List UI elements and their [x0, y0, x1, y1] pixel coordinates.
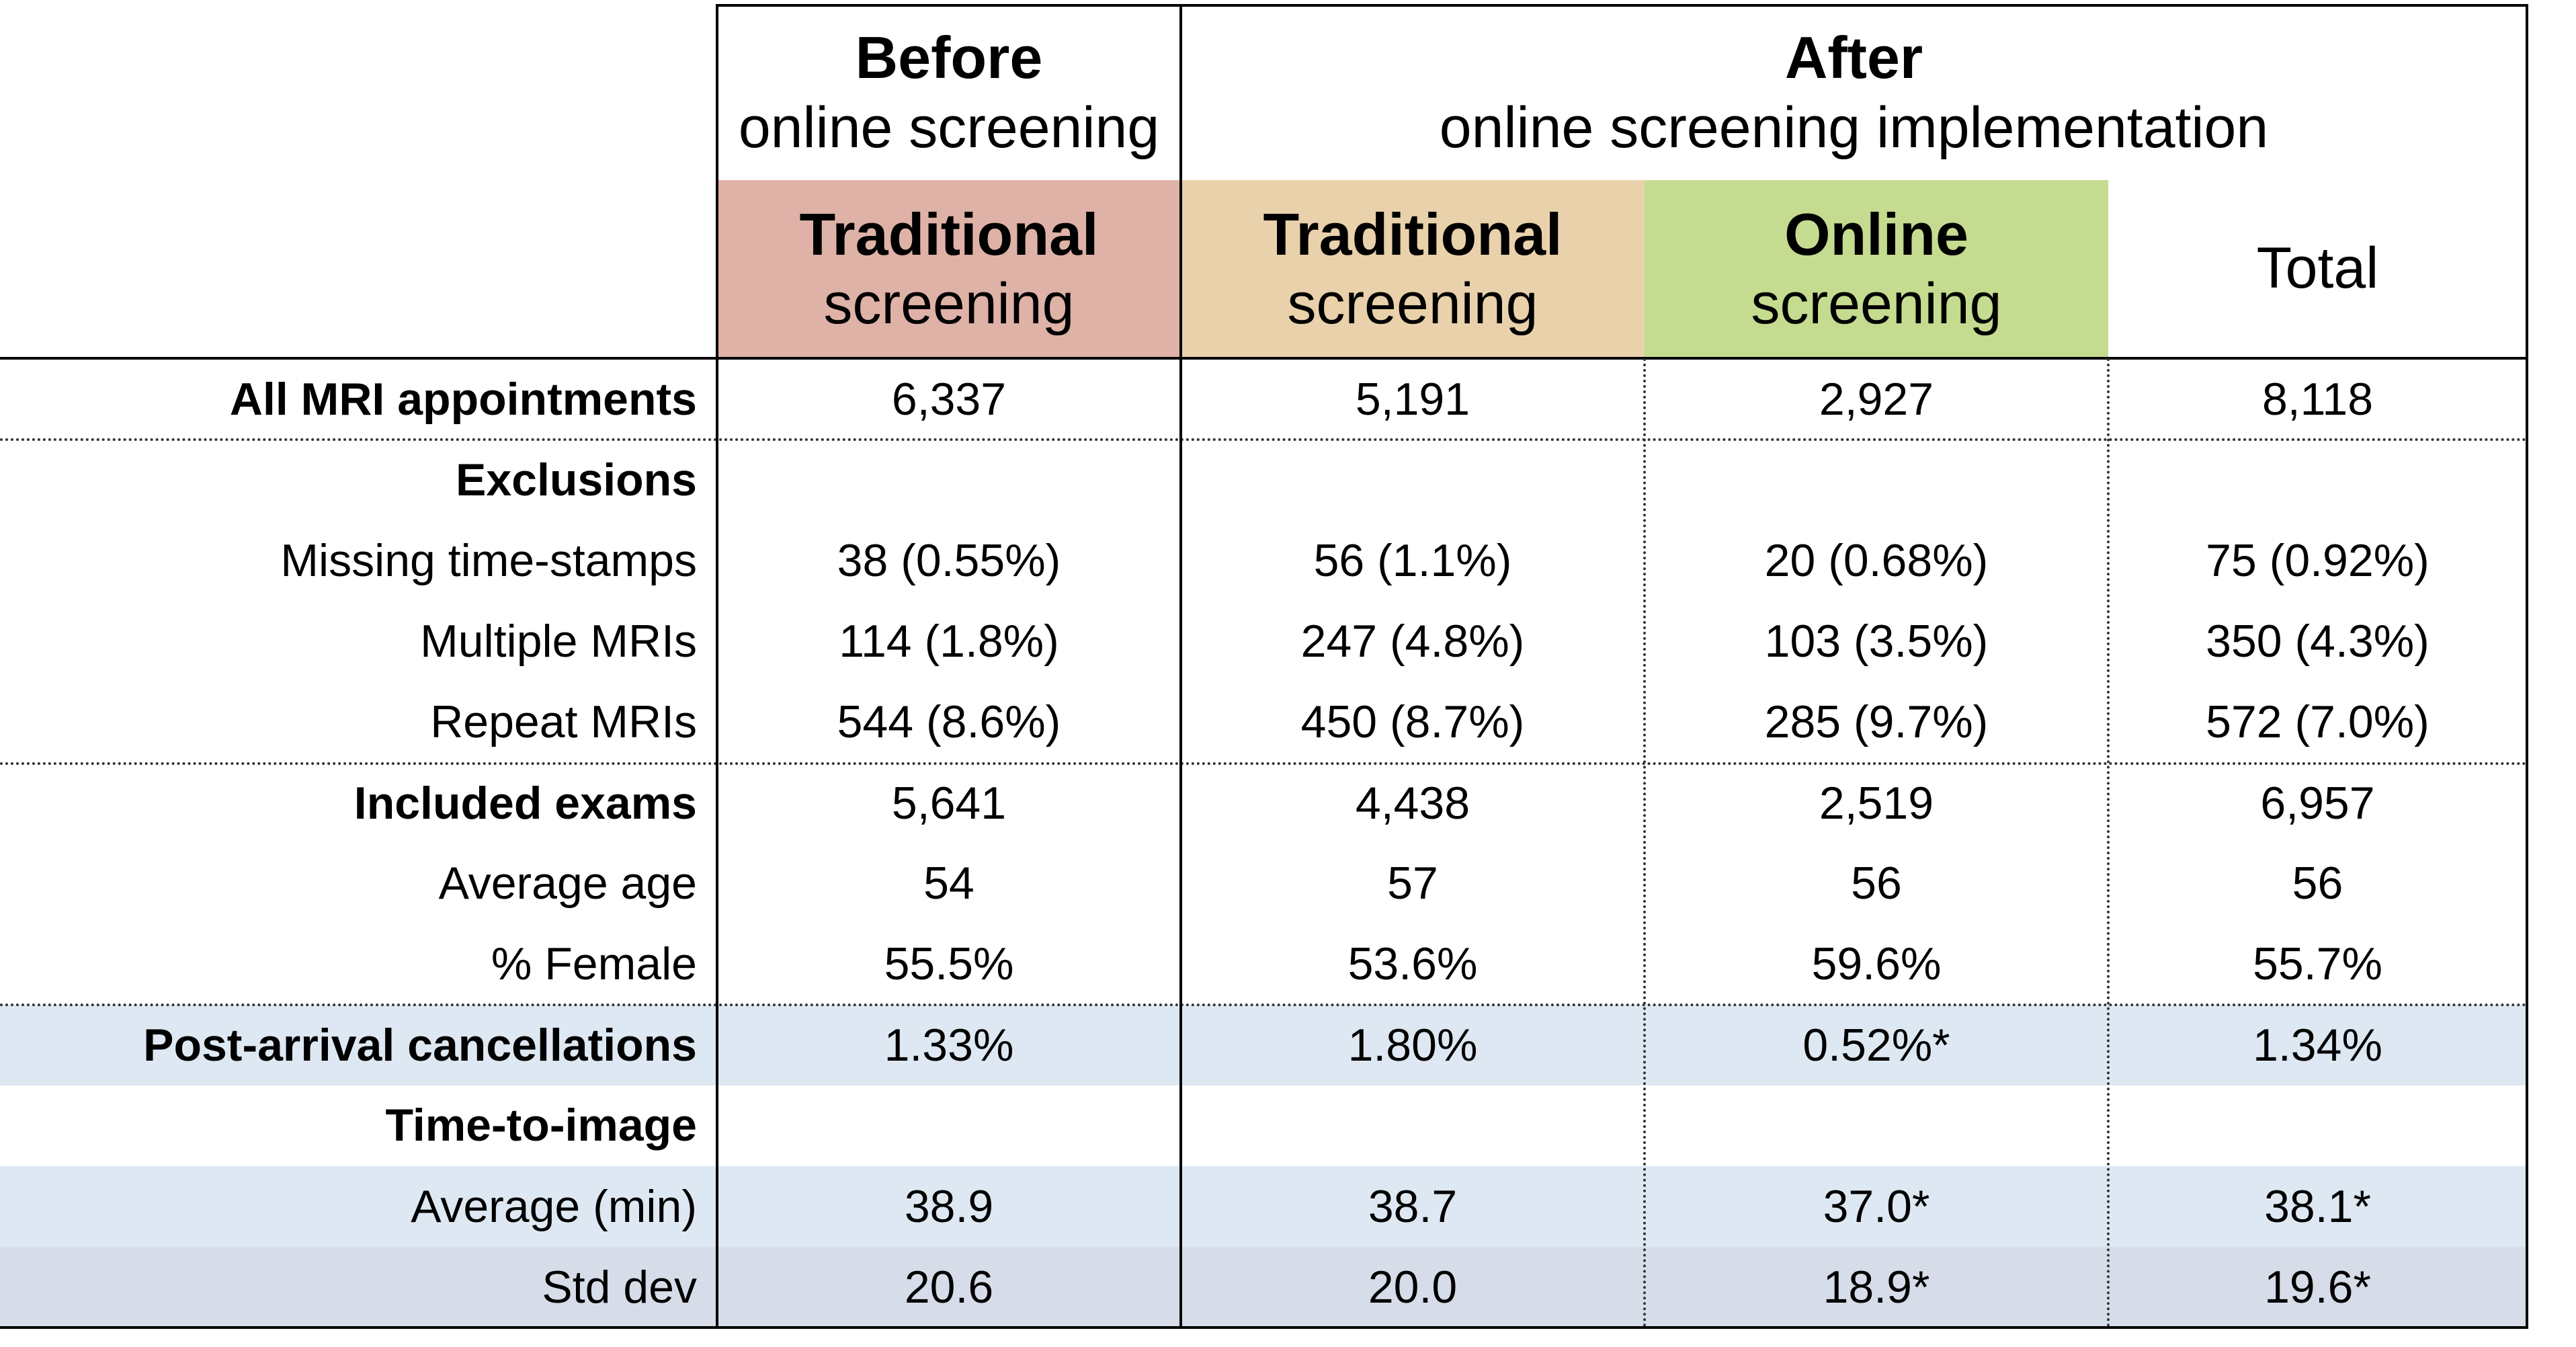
table-cell: 38.1* [2264, 1181, 2371, 1232]
divider-after-exclusions [0, 762, 2528, 765]
header-after: After online screening implementation [1181, 7, 2527, 178]
table-cell: 37.0* [1823, 1181, 1930, 1232]
row-label: Post-arrival cancellations [143, 1020, 697, 1071]
table-cell: 114 (1.8%) [839, 616, 1059, 667]
table-cell: 54 [923, 858, 974, 909]
row-label: Multiple MRIs [420, 616, 697, 667]
online-column-left-divider [1643, 358, 1646, 1328]
row-label: Missing time-stamps [280, 535, 697, 586]
table-cell [717, 440, 1181, 520]
table-cell: 1.80% [1347, 1020, 1478, 1071]
table-cell: 450 (8.7%) [1300, 696, 1525, 747]
row-label: Average age [438, 858, 697, 909]
row-label: % Female [491, 938, 697, 989]
row-label: Time-to-image [385, 1100, 697, 1151]
group-header-traditional-after: Traditional screening [1181, 180, 1645, 358]
table-cell: 8,118 [2261, 374, 2374, 425]
before-after-border [1179, 4, 1182, 1329]
table-cell: 56 (1.1%) [1313, 535, 1512, 586]
divider-after-included [0, 1004, 2528, 1006]
header-after-subtitle: online screening implementation [1439, 95, 2269, 160]
table-cell: 285 (9.7%) [1764, 696, 1989, 747]
table-cell [1645, 440, 2108, 520]
table-cell: 38.7 [1368, 1181, 1458, 1232]
table-bottom-border [0, 1326, 2528, 1329]
header-before-title: Before [855, 24, 1043, 91]
table-cell: 4,438 [1355, 778, 1470, 829]
table-cell: 53.6% [1347, 938, 1478, 989]
table-cell: 57 [1387, 858, 1438, 909]
table-cell [2108, 1086, 2527, 1165]
table-cell: 6,337 [891, 374, 1007, 425]
table-cell: 103 (3.5%) [1764, 616, 1989, 667]
top-border [716, 4, 2528, 7]
header-before-subtitle: online screening [738, 95, 1160, 160]
row-highlight-average [0, 1166, 2527, 1247]
table-cell: 20 (0.68%) [1764, 535, 1989, 586]
table-cell: 247 (4.8%) [1300, 616, 1525, 667]
row-label: Average (min) [411, 1181, 697, 1232]
row-highlight-cancellations [0, 1005, 2527, 1086]
table-cell: 55.5% [884, 938, 1014, 989]
table-cell: 19.6* [2264, 1262, 2371, 1313]
group-header-online: Online screening [1645, 180, 2108, 358]
table-cell: 0.52%* [1802, 1020, 1950, 1071]
table-cell: 544 (8.6%) [837, 696, 1061, 747]
right-table-border [2526, 4, 2528, 1329]
table-cell: 20.0 [1368, 1262, 1458, 1313]
table-cell: 5,641 [891, 778, 1007, 829]
table-cell: 572 (7.0%) [2206, 696, 2429, 747]
table-cell: 5,191 [1355, 374, 1470, 425]
header-before: Before online screening [717, 7, 1181, 178]
table-cell [1645, 1086, 2108, 1165]
row-label: Std dev [542, 1262, 697, 1313]
table-cell: 38.9 [904, 1181, 994, 1232]
table-cell [717, 1086, 1181, 1165]
table-cell: 1.33% [884, 1020, 1014, 1071]
table-cell: 350 (4.3%) [2206, 616, 2429, 667]
table-cell [2108, 440, 2527, 520]
row-highlight-stddev [0, 1247, 2527, 1328]
table-cell [1181, 1086, 1645, 1165]
row-label: Repeat MRIs [430, 696, 697, 747]
group-header-total: Total [2256, 236, 2379, 301]
table-cell: 2,519 [1819, 778, 1934, 829]
group-header-traditional-before: Traditional screening [717, 180, 1181, 358]
divider-after-appointments [0, 438, 2528, 441]
table-cell: 6,957 [2260, 778, 2375, 829]
table-cell: 2,927 [1819, 374, 1934, 425]
table-cell: 59.6% [1811, 938, 1942, 989]
left-table-border [716, 4, 718, 1329]
table-cell: 56 [1851, 858, 1902, 909]
row-label: Exclusions [455, 454, 697, 505]
row-label: All MRI appointments [229, 374, 697, 425]
table-cell: 20.6 [904, 1262, 994, 1313]
header-after-title: After [1784, 24, 1923, 91]
header-bottom-border [0, 357, 2528, 360]
total-column-left-divider [2107, 358, 2110, 1328]
table-cell: 75 (0.92%) [2206, 535, 2429, 586]
row-label: Included exams [354, 778, 697, 829]
table-cell: 18.9* [1823, 1262, 1930, 1313]
table-cell: 56 [2292, 858, 2343, 909]
table-cell [1181, 440, 1645, 520]
table-cell: 38 (0.55%) [837, 535, 1061, 586]
table-cell: 1.34% [2253, 1020, 2382, 1071]
table-cell: 55.7% [2253, 938, 2382, 989]
